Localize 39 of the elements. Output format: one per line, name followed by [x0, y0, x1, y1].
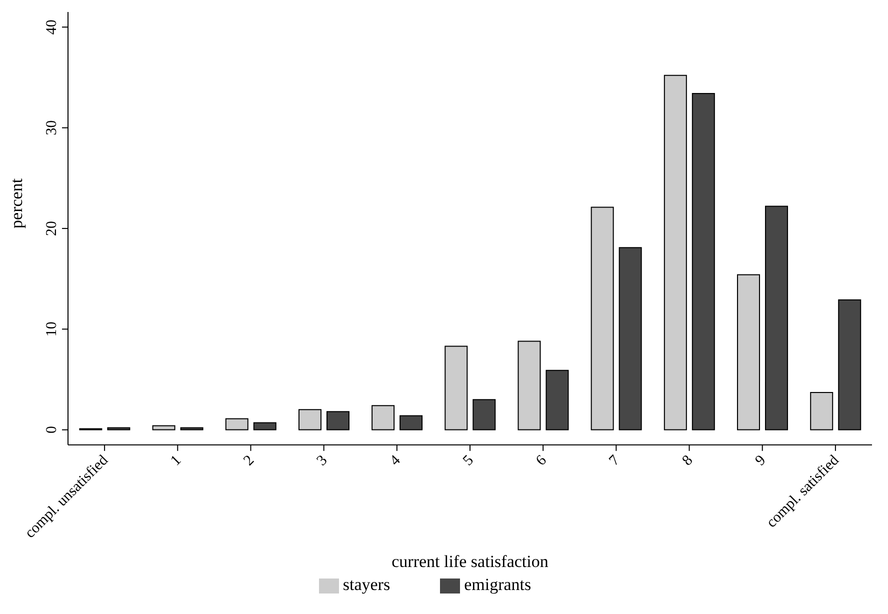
y-tick-label: 20	[44, 220, 60, 236]
x-tick-label: 8	[679, 452, 696, 470]
bar	[810, 392, 834, 430]
bar	[372, 405, 395, 430]
bar	[225, 418, 248, 430]
bar	[518, 340, 541, 430]
legend-label: stayers	[342, 574, 390, 594]
bar	[180, 427, 204, 430]
bar	[326, 411, 350, 430]
x-tick-label: 1	[168, 452, 184, 470]
bar	[737, 274, 760, 430]
x-tick-label: 9	[752, 452, 770, 470]
y-tick-label: 40	[44, 20, 60, 35]
x-tick-label: 2	[240, 452, 258, 470]
x-tick-label: 7	[606, 452, 624, 470]
x-tick-label: 5	[460, 452, 477, 470]
x-axis-title: current life satisfaction	[392, 552, 549, 571]
bar	[618, 247, 642, 430]
bar	[253, 422, 276, 430]
bar	[838, 299, 862, 430]
bar	[107, 427, 130, 430]
y-axis-title: percent	[7, 178, 26, 228]
bar	[765, 206, 788, 430]
bar	[664, 74, 687, 430]
bar	[590, 206, 614, 430]
bar	[400, 415, 423, 430]
y-tick-label: 10	[44, 322, 60, 337]
x-tick-label: 4	[387, 452, 404, 470]
x-tick-label: 6	[533, 452, 550, 470]
y-tick-label: 30	[44, 120, 60, 136]
legend-label: emigrants	[464, 574, 532, 594]
y-tick-label: 0	[44, 426, 60, 434]
bar	[472, 399, 496, 430]
x-tick-label: 3	[314, 452, 331, 470]
bar	[546, 370, 569, 430]
bar	[152, 425, 176, 430]
bar	[692, 93, 715, 430]
bar	[298, 409, 322, 430]
bar	[444, 346, 468, 430]
